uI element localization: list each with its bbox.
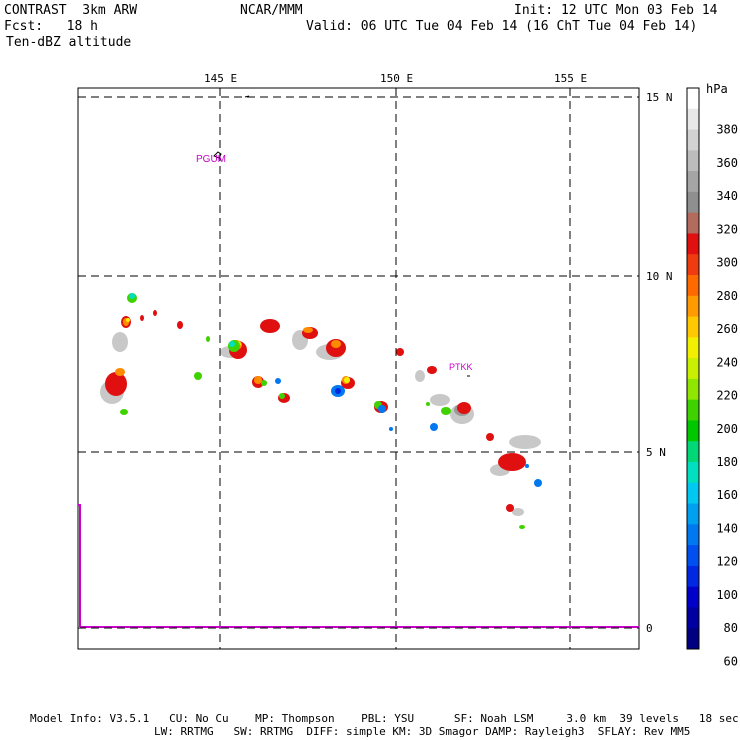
init-time: Init: 12 UTC Mon 03 Feb 14	[514, 3, 718, 18]
colorbar-label: 200	[716, 422, 738, 436]
colorbar-label: 320	[716, 222, 738, 236]
lon-label-155: 155 E	[554, 72, 587, 85]
colorbar-label: 260	[716, 322, 738, 336]
colorbar-swatch	[687, 150, 699, 172]
colorbar-swatch	[687, 233, 699, 255]
colorbar-swatch	[687, 628, 699, 650]
colorbar-label: 380	[716, 123, 738, 137]
lat-label-0: 0	[646, 622, 653, 635]
colorbar-swatch	[687, 545, 699, 567]
colorbar-swatch	[687, 88, 699, 110]
colorbar-swatch	[687, 524, 699, 546]
reflectivity-cells	[100, 293, 542, 529]
colorbar-swatch	[687, 399, 699, 421]
colorbar-label: 160	[716, 488, 738, 502]
colorbar-label: 120	[716, 555, 738, 569]
lat-label-15n: 15 N	[646, 91, 673, 104]
colorbar-swatch	[687, 316, 699, 338]
colorbar-swatch	[687, 462, 699, 484]
colorbar-swatch	[687, 378, 699, 401]
colorbar-swatch	[687, 441, 699, 463]
colorbar-label: 100	[716, 588, 738, 602]
colorbar-unit: hPa	[706, 82, 728, 96]
colorbar-label: 60	[724, 654, 738, 668]
island-outline	[244, 95, 250, 98]
colorbar-swatch	[687, 212, 699, 234]
colorbar-swatch	[687, 420, 699, 442]
colorbar-swatch	[687, 275, 699, 297]
forecast-hour: Fcst: 18 h	[4, 19, 98, 34]
colorbar-label: 140	[716, 521, 738, 535]
colorbar-frame	[686, 87, 700, 650]
colorbar-swatch	[687, 337, 699, 359]
map-frame	[77, 87, 640, 650]
lon-label-145: 145 E	[204, 72, 237, 85]
colorbar-swatch	[687, 191, 699, 214]
colorbar-swatch	[687, 482, 699, 505]
lon-label-150: 150 E	[380, 72, 413, 85]
colorbar-label: 360	[716, 156, 738, 170]
colorbar-swatch	[687, 607, 699, 629]
guam-outline	[213, 151, 222, 159]
colorbar-label: 340	[716, 189, 738, 203]
colorbar-label: 80	[724, 621, 738, 635]
colorbar-swatch	[687, 295, 699, 318]
colorbar-swatch	[687, 358, 699, 380]
lat-label-10n: 10 N	[646, 270, 673, 283]
colorbar-label: 180	[716, 455, 738, 469]
domain-boundary	[78, 504, 81, 627]
colorbar-swatch	[687, 129, 699, 151]
footer-physics-info: LW: RRTMG SW: RRTMG DIFF: simple KM: 3D …	[154, 725, 691, 738]
model-name: CONTRAST 3km ARW	[4, 3, 138, 18]
footer-model-info: Model Info: V3.5.1 CU: No Cu MP: Thompso…	[30, 712, 739, 725]
station-ptkk: PTKK	[449, 362, 473, 372]
colorbar-label: 220	[716, 389, 738, 403]
colorbar-swatch	[687, 565, 699, 588]
organization: NCAR/MMM	[240, 3, 303, 18]
valid-time: Valid: 06 UTC Tue 04 Feb 14 (16 ChT Tue …	[306, 19, 698, 34]
colorbar: 380 360 340 320 300 280 260 240 220 200 180 160 140 1…	[686, 87, 738, 668]
field-name: Ten-dBZ altitude	[6, 35, 132, 50]
colorbar-label: 280	[716, 289, 738, 303]
colorbar-swatch	[687, 586, 699, 608]
station-pgum: PGUM	[196, 154, 226, 165]
colorbar-label: 300	[716, 256, 738, 270]
lat-label-5n: 5 N	[646, 446, 666, 459]
colorbar-swatch	[687, 254, 699, 276]
grid-lines	[78, 88, 639, 649]
colorbar-swatch	[687, 108, 699, 131]
colorbar-swatch	[687, 503, 699, 525]
colorbar-swatch	[687, 171, 699, 193]
colorbar-label: 240	[716, 355, 738, 369]
